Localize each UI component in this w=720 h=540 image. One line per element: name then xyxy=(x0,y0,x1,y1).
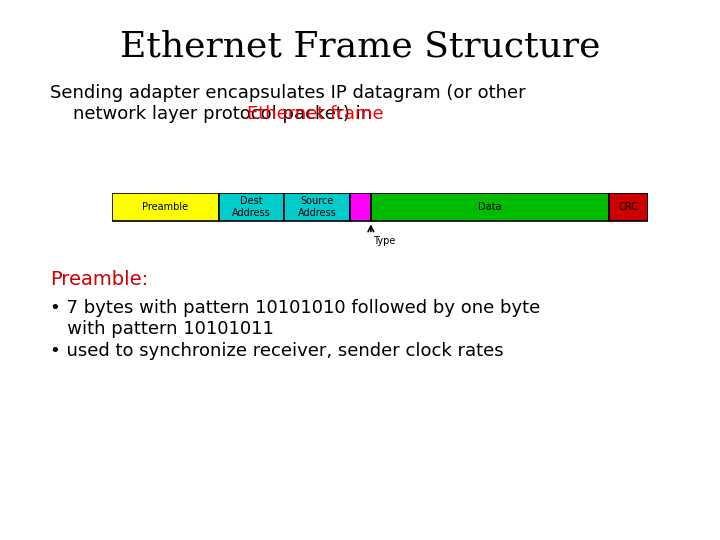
Bar xyxy=(284,193,350,221)
Text: Type: Type xyxy=(373,236,395,246)
Text: Sending adapter encapsulates IP datagram (or other: Sending adapter encapsulates IP datagram… xyxy=(50,84,526,102)
Text: Preamble: Preamble xyxy=(142,202,189,212)
Text: • 7 bytes with pattern 10101010 followed by one byte: • 7 bytes with pattern 10101010 followed… xyxy=(50,299,541,316)
Bar xyxy=(350,193,371,221)
Text: • used to synchronize receiver, sender clock rates: • used to synchronize receiver, sender c… xyxy=(50,342,504,360)
Bar xyxy=(219,193,284,221)
Text: Source
Address: Source Address xyxy=(298,197,336,218)
Text: Preamble:: Preamble: xyxy=(50,270,148,289)
Text: Data: Data xyxy=(478,202,502,212)
Text: with pattern 10101011: with pattern 10101011 xyxy=(50,320,274,338)
Text: Ethernet Frame Structure: Ethernet Frame Structure xyxy=(120,30,600,64)
Text: Ethernet frame: Ethernet frame xyxy=(248,105,384,123)
Bar xyxy=(112,193,219,221)
Text: CRC: CRC xyxy=(618,202,639,212)
Bar xyxy=(609,193,648,221)
Text: network layer protocol packet) in: network layer protocol packet) in xyxy=(50,105,378,123)
Bar xyxy=(371,193,609,221)
Text: Dest
Address: Dest Address xyxy=(233,197,271,218)
